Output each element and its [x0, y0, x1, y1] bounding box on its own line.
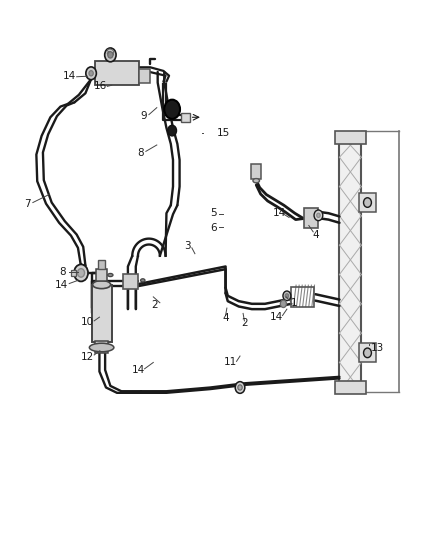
Circle shape: [78, 269, 85, 277]
Circle shape: [105, 48, 116, 62]
Text: 2: 2: [151, 300, 158, 310]
Bar: [304, 208, 318, 228]
Circle shape: [86, 67, 96, 80]
Text: 13: 13: [371, 343, 384, 352]
Text: 4: 4: [312, 230, 319, 239]
Bar: [359, 193, 376, 212]
Circle shape: [317, 213, 320, 217]
Circle shape: [238, 385, 242, 390]
Text: 14: 14: [63, 71, 76, 80]
Text: 1: 1: [291, 298, 298, 308]
Bar: [95, 341, 108, 353]
Bar: [251, 164, 261, 179]
Text: 14: 14: [269, 312, 283, 322]
Text: 9: 9: [140, 111, 147, 121]
Bar: [339, 133, 361, 392]
Bar: [96, 269, 107, 281]
Circle shape: [108, 52, 113, 58]
Ellipse shape: [108, 273, 113, 277]
Text: 4: 4: [222, 313, 229, 322]
Circle shape: [314, 210, 323, 221]
Bar: [335, 381, 366, 394]
Ellipse shape: [253, 179, 259, 183]
Text: 8: 8: [59, 267, 66, 277]
Bar: [71, 270, 76, 276]
Text: 7: 7: [24, 199, 31, 208]
Bar: [98, 260, 105, 269]
Ellipse shape: [89, 343, 114, 352]
Bar: [359, 343, 376, 362]
Circle shape: [74, 264, 88, 281]
Circle shape: [364, 348, 371, 358]
Circle shape: [168, 125, 177, 136]
Circle shape: [283, 291, 291, 301]
Text: 5: 5: [210, 208, 217, 218]
Bar: [95, 61, 139, 85]
Ellipse shape: [92, 280, 111, 289]
Text: 8: 8: [137, 148, 144, 158]
Text: 14: 14: [55, 280, 68, 290]
Circle shape: [364, 198, 371, 207]
Text: 15: 15: [217, 128, 230, 138]
Text: 3: 3: [184, 241, 191, 251]
Text: 14: 14: [273, 208, 286, 217]
Bar: [335, 131, 366, 144]
Circle shape: [285, 294, 289, 298]
Circle shape: [235, 382, 245, 393]
Bar: [181, 113, 190, 122]
Text: 14: 14: [131, 366, 145, 375]
Text: 2: 2: [241, 318, 248, 328]
Circle shape: [164, 100, 180, 119]
Text: 12: 12: [81, 352, 94, 362]
Text: 16: 16: [94, 82, 107, 91]
Bar: [139, 69, 150, 83]
Circle shape: [280, 300, 286, 308]
Bar: [291, 287, 314, 307]
Bar: [123, 274, 138, 289]
Bar: [92, 285, 112, 342]
Text: 6: 6: [210, 223, 217, 233]
Circle shape: [89, 70, 93, 76]
Ellipse shape: [141, 279, 145, 282]
Text: 11: 11: [224, 358, 237, 367]
Text: 10: 10: [81, 318, 94, 327]
